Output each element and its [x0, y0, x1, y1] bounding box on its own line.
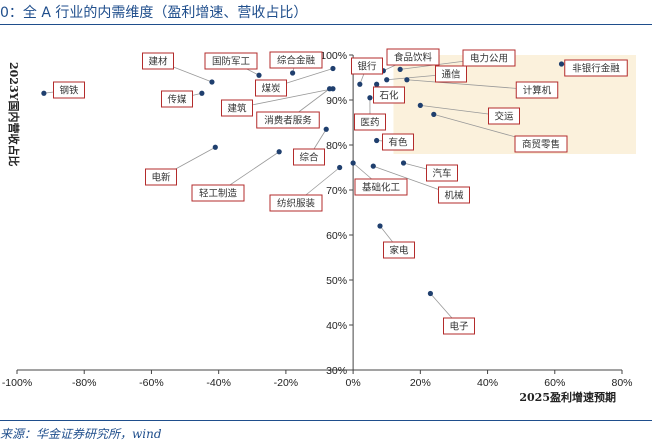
y-tick-label: 50%: [326, 275, 347, 287]
data-point: [324, 127, 329, 132]
point-label: 建材: [148, 56, 168, 68]
data-point: [199, 91, 204, 96]
point-label: 综合: [299, 152, 319, 164]
point-label: 石化: [379, 90, 399, 102]
data-point: [337, 165, 342, 170]
data-point: [327, 86, 332, 91]
data-point: [357, 82, 362, 87]
point-label: 纺织服装: [277, 198, 316, 210]
point-label: 有色: [388, 137, 408, 149]
point-label: 医药: [360, 118, 379, 129]
point-label: 银行: [357, 61, 377, 73]
point-label: 电子: [449, 321, 469, 333]
data-point: [256, 73, 261, 78]
data-point: [559, 61, 564, 66]
data-point: [428, 291, 433, 296]
point-label: 食品饮料: [394, 52, 433, 64]
y-tick-label: 30%: [326, 365, 347, 377]
x-tick-label: -80%: [72, 377, 97, 389]
y-tick-label: 60%: [326, 230, 347, 242]
x-tick-label: 80%: [611, 377, 632, 389]
x-tick-label: -100%: [2, 377, 32, 389]
data-point: [41, 91, 46, 96]
data-point: [418, 103, 423, 108]
y-tick-label: 70%: [326, 185, 347, 197]
point-label: 计算机: [523, 85, 552, 97]
source-divider: [0, 420, 652, 421]
point-label: 消费者服务: [264, 115, 312, 127]
data-point: [384, 77, 389, 82]
x-tick-label: 60%: [544, 377, 565, 389]
point-label: 机械: [444, 190, 464, 202]
data-point: [351, 160, 356, 165]
x-tick-label: -40%: [206, 377, 231, 389]
point-label: 轻工制造: [199, 188, 238, 200]
point-label: 非银行金融: [572, 63, 620, 75]
y-tick-label: 90%: [326, 95, 347, 107]
data-point: [377, 223, 382, 228]
data-point: [367, 95, 372, 100]
data-point: [213, 145, 218, 150]
point-label: 通信: [441, 69, 460, 81]
x-tick-label: 0%: [346, 377, 361, 389]
point-label: 传媒: [167, 94, 187, 106]
y-axis-title: 2023Y国内营收占比: [7, 62, 21, 166]
point-label: 电力公用: [470, 53, 508, 65]
x-tick-label: 20%: [410, 377, 431, 389]
data-point: [290, 70, 295, 75]
data-point: [404, 77, 409, 82]
point-label: 建筑: [227, 103, 247, 115]
point-label: 交运: [494, 111, 514, 123]
point-label: 基础化工: [362, 182, 401, 194]
data-point: [277, 149, 282, 154]
point-label: 国防军工: [212, 56, 251, 68]
point-label: 汽车: [432, 168, 451, 180]
point-label: 商贸零售: [522, 139, 560, 151]
x-tick-label: -60%: [139, 377, 164, 389]
y-tick-label: 100%: [320, 50, 347, 62]
x-tick-label: 40%: [477, 377, 498, 389]
x-axis-title: 2025盈利增速预期: [519, 390, 616, 404]
data-point: [330, 66, 335, 71]
data-point: [398, 67, 403, 72]
data-point: [371, 164, 376, 169]
point-label: 钢铁: [59, 85, 79, 97]
data-point: [374, 82, 379, 87]
point-label: 综合金融: [277, 55, 316, 67]
y-tick-label: 80%: [326, 140, 347, 152]
point-label: 煤炭: [261, 83, 281, 95]
point-label: 家电: [389, 245, 409, 257]
data-point: [401, 160, 406, 165]
data-point: [209, 79, 214, 84]
data-point: [431, 112, 436, 117]
data-point: [374, 138, 379, 143]
y-tick-label: 40%: [326, 320, 347, 332]
x-tick-label: -20%: [274, 377, 299, 389]
source-note: 来源：华金证券研究所，wind: [0, 425, 162, 442]
point-label: 电新: [151, 172, 171, 184]
